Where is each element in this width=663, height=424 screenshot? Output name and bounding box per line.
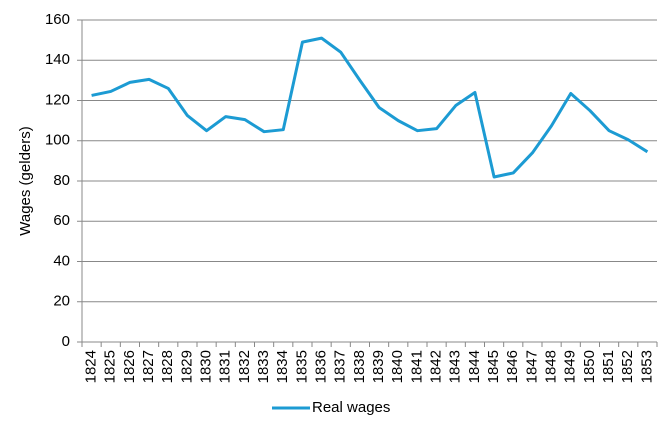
x-tick-label: 1824 [83,350,100,383]
x-tick-label: 1833 [255,350,272,383]
y-tick-label: 100 [45,132,70,149]
x-tick-label: 1836 [313,350,330,383]
y-tick-label: 140 [45,51,70,68]
x-tick-label: 1835 [293,350,310,383]
x-tick-label: 1849 [562,350,579,383]
x-tick-label: 1827 [140,350,157,383]
x-tick-label: 1828 [159,350,176,383]
x-tick-label: 1841 [408,350,425,383]
x-tick-label: 1837 [332,350,349,383]
x-tick-label: 1846 [504,350,521,383]
y-tick-label: 160 [45,11,70,28]
data-line [91,36,649,179]
y-tick-label: 80 [53,172,70,189]
x-tick-label: 1844 [466,350,483,383]
x-tick-label: 1825 [102,350,119,383]
x-tick-label: 1845 [485,350,502,383]
x-tick-label: 1830 [198,350,215,383]
x-tick-label: 1847 [523,350,540,383]
x-tick-label: 1826 [121,350,138,383]
y-tick-label: 120 [45,91,70,108]
x-tick-label: 1834 [274,350,291,383]
x-tick-label: 1851 [600,350,617,383]
x-tick-label: 1853 [638,350,655,383]
x-tick-label: 1839 [370,350,387,383]
y-axis-label: Wages (gelders) [17,126,34,235]
y-tick-label: 20 [53,293,70,310]
x-tick-label: 1838 [351,350,368,383]
y-tick-label: 0 [62,333,70,350]
x-tick-label: 1843 [447,350,464,383]
x-tick-label: 1832 [236,350,253,383]
x-tick-label: 1840 [389,350,406,383]
x-tick-label: 1852 [619,350,636,383]
x-tick-label: 1850 [581,350,598,383]
y-tick-label: 60 [53,212,70,229]
x-tick-label: 1842 [428,350,445,383]
legend-label: Real wages [312,399,390,416]
y-tick-label: 40 [53,252,70,269]
x-tick-label: 1848 [543,350,560,383]
x-tick-label: 1831 [217,350,234,383]
x-tick-label: 1829 [178,350,195,383]
